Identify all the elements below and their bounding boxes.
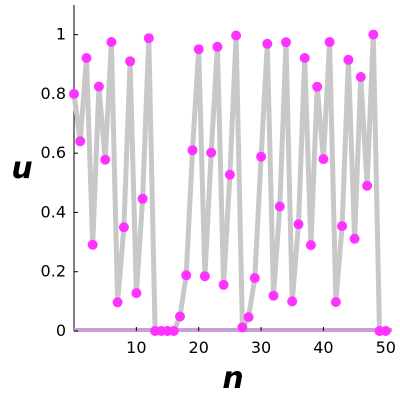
data-point — [100, 154, 111, 165]
data-point — [112, 297, 123, 308]
data-point — [362, 180, 373, 191]
data-point — [69, 88, 79, 99]
data-point — [87, 239, 98, 250]
series-points — [69, 29, 391, 336]
data-point — [137, 193, 148, 204]
y-tick-label: 0.8 — [41, 84, 66, 103]
x-tick-label: 30 — [251, 338, 271, 357]
series-polyline — [71, 32, 386, 334]
y-tick-label: 0.2 — [41, 262, 66, 281]
y-axis-label: u — [11, 151, 32, 186]
data-point — [81, 53, 92, 63]
data-point — [206, 147, 217, 158]
data-point — [106, 37, 117, 47]
data-point — [181, 270, 192, 281]
series-line — [71, 32, 386, 334]
data-point — [75, 136, 86, 147]
data-point — [305, 240, 316, 251]
data-point — [293, 219, 304, 230]
data-point — [349, 233, 360, 244]
data-point — [355, 72, 366, 82]
data-point — [330, 297, 341, 307]
data-point — [93, 81, 104, 92]
data-point — [249, 273, 260, 283]
zero-line-band — [74, 328, 392, 332]
y-tick-label: 0 — [56, 321, 66, 340]
x-tick-label: 20 — [189, 338, 209, 357]
data-point — [187, 145, 198, 156]
data-point — [312, 81, 323, 92]
data-point — [287, 296, 298, 307]
data-point — [125, 56, 136, 67]
data-point — [168, 326, 179, 336]
data-point — [262, 38, 273, 49]
data-point — [218, 279, 229, 290]
data-point — [281, 37, 291, 48]
data-point — [118, 222, 129, 233]
data-point — [212, 41, 223, 52]
data-point — [318, 154, 329, 165]
data-point — [193, 44, 204, 55]
data-point — [131, 288, 142, 299]
data-point — [274, 201, 285, 212]
x-tick-label: 50 — [376, 338, 396, 357]
x-tick-label: 10 — [126, 338, 146, 357]
y-tick-label: 1 — [56, 25, 66, 44]
data-point — [143, 33, 154, 44]
data-point — [380, 326, 391, 336]
data-point — [175, 311, 185, 322]
y-tick-label: 0.4 — [41, 202, 66, 221]
x-tick-label: 40 — [313, 338, 333, 357]
x-axis-label: n — [222, 361, 243, 396]
data-point — [243, 312, 254, 323]
data-point — [368, 29, 379, 40]
data-point — [324, 37, 335, 47]
data-point — [256, 151, 267, 162]
data-point — [237, 322, 248, 333]
data-point — [224, 169, 235, 180]
data-point — [299, 53, 310, 63]
y-tick-label: 0.6 — [41, 143, 66, 162]
x-ticks: 10 20 30 40 50 — [126, 327, 396, 357]
data-point — [231, 30, 242, 41]
data-point — [199, 271, 210, 282]
data-point — [268, 290, 279, 301]
y-ticks: 0 0.2 0.4 0.6 0.8 1 — [41, 25, 78, 340]
data-point — [343, 54, 354, 65]
data-point — [337, 221, 348, 232]
